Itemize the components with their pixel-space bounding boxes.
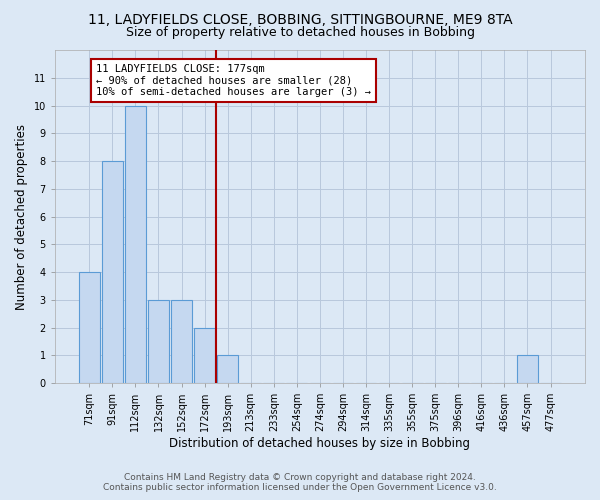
- Bar: [517, 356, 538, 383]
- Bar: [148, 300, 169, 383]
- Bar: [217, 356, 238, 383]
- Y-axis label: Number of detached properties: Number of detached properties: [15, 124, 28, 310]
- Bar: [102, 161, 123, 383]
- Bar: [171, 300, 192, 383]
- Bar: [125, 106, 146, 383]
- Text: Contains HM Land Registry data © Crown copyright and database right 2024.
Contai: Contains HM Land Registry data © Crown c…: [103, 473, 497, 492]
- Bar: [194, 328, 215, 383]
- Text: Size of property relative to detached houses in Bobbing: Size of property relative to detached ho…: [125, 26, 475, 39]
- Bar: [79, 272, 100, 383]
- Text: 11 LADYFIELDS CLOSE: 177sqm
← 90% of detached houses are smaller (28)
10% of sem: 11 LADYFIELDS CLOSE: 177sqm ← 90% of det…: [96, 64, 371, 97]
- Text: 11, LADYFIELDS CLOSE, BOBBING, SITTINGBOURNE, ME9 8TA: 11, LADYFIELDS CLOSE, BOBBING, SITTINGBO…: [88, 12, 512, 26]
- X-axis label: Distribution of detached houses by size in Bobbing: Distribution of detached houses by size …: [169, 437, 470, 450]
